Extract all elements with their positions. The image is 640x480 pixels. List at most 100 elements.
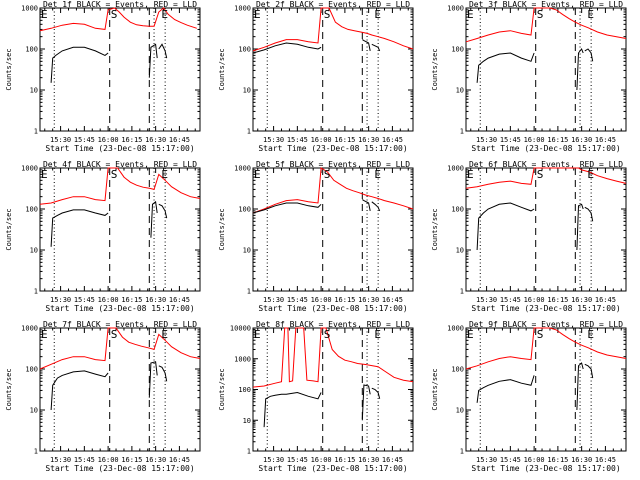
y-tick-label: 1000	[447, 325, 464, 333]
events-series-line-1	[476, 375, 535, 403]
phase-marker-s: S	[111, 8, 118, 21]
x-axis-label: Start Time (23-Dec-08 15:17:00)	[471, 464, 620, 473]
x-tick-label: 16:15	[547, 456, 568, 464]
lld-series-line-1	[252, 7, 414, 52]
events-series-line-1	[476, 202, 535, 251]
y-axis-label: Counts/sec	[218, 368, 226, 410]
x-tick-label: 16:15	[121, 456, 142, 464]
events-series-line-2	[576, 203, 584, 251]
x-tick-label: 16:30	[571, 136, 592, 144]
x-tick-label: 15:30	[476, 136, 497, 144]
lld-series-line-1	[465, 167, 627, 189]
events-series-line-3	[371, 387, 381, 399]
x-axis-label: Start Time (23-Dec-08 15:17:00)	[45, 144, 194, 153]
detector-panel-8: Det 8f BLACK = Events, RED = LLD 1 10 100 10…	[218, 320, 414, 473]
x-tick-label: 16:45	[382, 136, 403, 144]
detector-panel-9: Det 9f BLACK = Events, RED = LLD 1 10 100 10…	[431, 320, 627, 473]
x-tick-label: 16:00	[311, 136, 332, 144]
x-tick-label: 15:30	[50, 456, 71, 464]
plot-frame	[39, 327, 201, 452]
events-series-line-2	[150, 200, 158, 238]
x-tick-label: 16:45	[169, 456, 190, 464]
events-series-line-3	[371, 43, 381, 52]
phase-marker-s: S	[537, 168, 544, 181]
phase-marker-e: E	[161, 8, 168, 21]
x-tick-label: 16:00	[311, 296, 332, 304]
events-series-line-2	[148, 43, 158, 78]
lld-series-line-1	[39, 167, 201, 205]
y-tick-label: 1	[247, 448, 251, 456]
events-series-line-2	[576, 48, 584, 91]
x-tick-label: 16:45	[595, 136, 616, 144]
phase-marker-e: E	[467, 168, 474, 181]
events-series-line-2	[576, 362, 584, 411]
lld-series-line-1	[252, 327, 414, 388]
y-tick-label: 1	[247, 128, 251, 136]
x-axis-label: Start Time (23-Dec-08 15:17:00)	[45, 304, 194, 313]
x-tick-label: 16:45	[169, 296, 190, 304]
phase-marker-s: S	[537, 8, 544, 21]
y-tick-label: 1	[34, 448, 38, 456]
detector-panel-7: Det 7f BLACK = Events, RED = LLD 1 10 100 10…	[5, 320, 201, 473]
x-tick-label: 16:15	[121, 296, 142, 304]
lld-series-line-1	[465, 7, 627, 43]
y-tick-label: 100	[25, 206, 38, 214]
x-tick-label: 15:45	[287, 136, 308, 144]
y-tick-label: 10	[456, 87, 464, 95]
y-tick-label: 10	[243, 417, 251, 425]
phase-marker-e: E	[161, 168, 168, 181]
y-tick-label: 1	[460, 448, 464, 456]
lld-series-line-1	[39, 7, 197, 32]
y-axis-label: Counts/sec	[5, 48, 13, 90]
events-series-line-2	[362, 199, 371, 211]
x-tick-label: 16:15	[334, 456, 355, 464]
x-tick-label: 16:00	[524, 296, 545, 304]
x-tick-label: 15:30	[50, 136, 71, 144]
phase-marker-e: E	[374, 328, 381, 341]
events-series-line-1	[476, 52, 535, 83]
events-series-line-1	[252, 42, 322, 54]
x-tick-label: 16:30	[358, 136, 379, 144]
x-axis-label: Start Time (23-Dec-08 15:17:00)	[258, 144, 407, 153]
y-tick-label: 100	[25, 366, 38, 374]
x-tick-label: 16:30	[145, 456, 166, 464]
detector-panel-4: Det 4f BLACK = Events, RED = LLD 1 10 100 10…	[5, 160, 201, 313]
x-tick-label: 15:45	[500, 296, 521, 304]
phase-marker-s: S	[324, 8, 331, 21]
y-tick-label: 10	[30, 247, 38, 255]
phase-marker-s: S	[111, 328, 118, 341]
x-tick-label: 15:30	[263, 456, 284, 464]
plot-frame	[252, 7, 414, 132]
phase-marker-e: E	[467, 8, 474, 21]
x-tick-label: 15:45	[287, 296, 308, 304]
y-tick-label: 10000	[230, 325, 251, 333]
x-tick-label: 15:30	[50, 296, 71, 304]
y-tick-label: 100	[238, 46, 251, 54]
lld-series-line-1	[465, 327, 627, 370]
panel-title: Det 3f BLACK = Events, RED = LLD	[469, 0, 623, 9]
y-tick-label: 1	[247, 288, 251, 296]
x-tick-label: 16:30	[571, 296, 592, 304]
events-series-line-2	[361, 384, 371, 421]
y-axis-label: Counts/sec	[218, 208, 226, 250]
x-tick-label: 16:45	[595, 296, 616, 304]
y-axis-label: Counts/sec	[5, 368, 13, 410]
y-tick-label: 1	[460, 128, 464, 136]
detector-panel-3: Det 3f BLACK = Events, RED = LLD 1 10 100 10…	[431, 0, 627, 153]
phase-marker-s: S	[537, 328, 544, 341]
x-tick-label: 16:45	[169, 136, 190, 144]
phase-marker-e: E	[41, 328, 48, 341]
x-tick-label: 16:00	[524, 136, 545, 144]
x-axis-label: Start Time (23-Dec-08 15:17:00)	[258, 304, 407, 313]
x-tick-label: 16:00	[311, 456, 332, 464]
y-axis-label: Counts/sec	[431, 368, 439, 410]
events-series-line-2	[148, 361, 158, 398]
y-tick-label: 1	[460, 288, 464, 296]
y-tick-label: 100	[238, 206, 251, 214]
y-tick-label: 1000	[447, 5, 464, 13]
x-tick-label: 16:15	[121, 136, 142, 144]
x-axis-label: Start Time (23-Dec-08 15:17:00)	[471, 304, 620, 313]
x-axis-label: Start Time (23-Dec-08 15:17:00)	[471, 144, 620, 153]
x-tick-label: 15:45	[74, 456, 95, 464]
y-tick-label: 1000	[447, 165, 464, 173]
